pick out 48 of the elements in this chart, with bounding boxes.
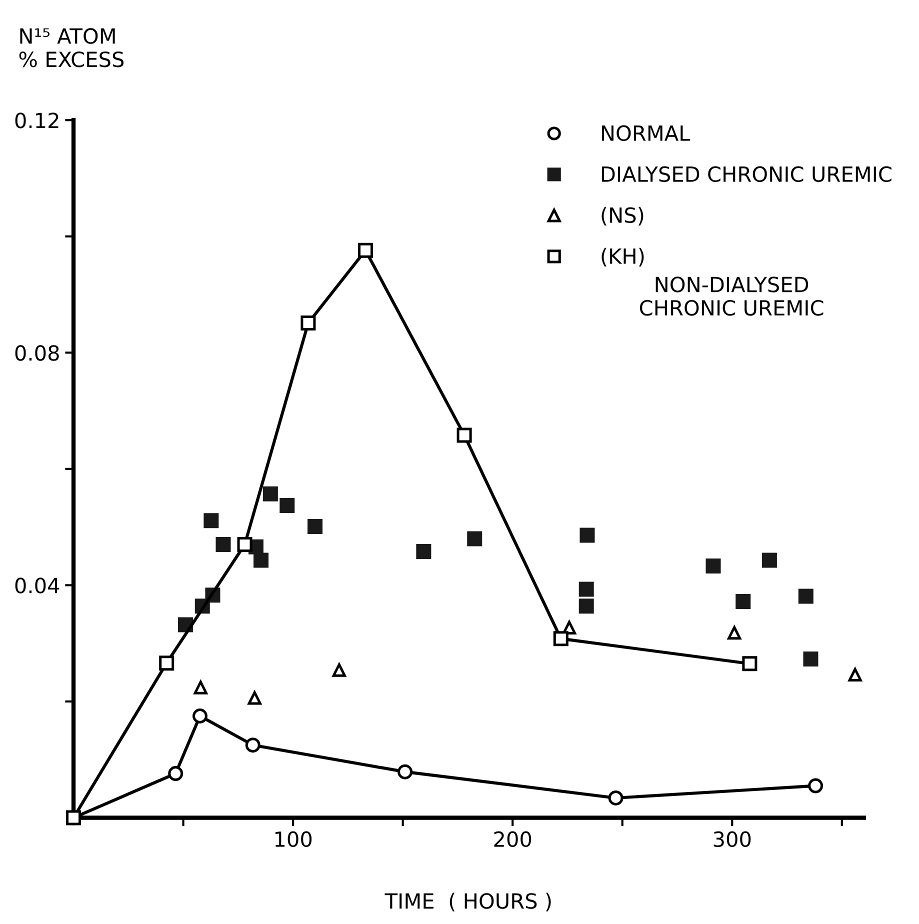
point xyxy=(262,486,278,502)
point xyxy=(204,513,219,528)
point xyxy=(300,316,316,331)
point xyxy=(578,598,594,614)
legend-label: NORMAL xyxy=(602,125,690,142)
point xyxy=(742,656,758,672)
annotation: NON-DIALYSED CHRONIC UREMIC xyxy=(640,276,824,316)
point xyxy=(728,626,742,640)
point xyxy=(706,558,721,574)
point xyxy=(332,663,346,677)
point xyxy=(578,582,594,597)
x-tick-label: 100 xyxy=(275,831,312,848)
point xyxy=(192,708,208,724)
point xyxy=(237,537,252,552)
point xyxy=(216,537,231,552)
point xyxy=(416,544,432,559)
point xyxy=(398,764,413,780)
point xyxy=(194,680,208,694)
point xyxy=(280,498,295,514)
point xyxy=(159,656,174,671)
point xyxy=(762,552,777,568)
y-tick-label: 0.12 xyxy=(15,112,58,128)
point xyxy=(456,428,472,443)
x-axis-title: TIME ( HOURS ) xyxy=(384,892,551,912)
point xyxy=(248,691,262,705)
point xyxy=(580,528,595,543)
x-tick-label: 200 xyxy=(494,831,532,848)
point xyxy=(66,810,82,826)
point xyxy=(736,594,751,609)
point xyxy=(848,668,862,682)
point xyxy=(254,552,269,568)
point xyxy=(608,790,624,806)
point xyxy=(808,778,824,794)
y-axis-title: N¹⁵ ATOM % EXCESS xyxy=(19,28,124,68)
point xyxy=(798,588,814,604)
x-tick-label: 300 xyxy=(714,831,751,848)
y-tick-label: 0.04 xyxy=(15,578,60,594)
legend-label: (NS) xyxy=(602,206,644,226)
point xyxy=(803,652,818,667)
legend-label: DIALYSED CHRONIC UREMIC xyxy=(602,166,892,182)
point xyxy=(358,242,374,258)
point xyxy=(467,531,482,546)
legend-label: (KH) xyxy=(602,248,644,266)
point xyxy=(245,738,260,753)
y-tick-label: 0.08 xyxy=(15,345,59,361)
point xyxy=(168,766,184,782)
point xyxy=(308,518,323,534)
point xyxy=(553,631,568,646)
